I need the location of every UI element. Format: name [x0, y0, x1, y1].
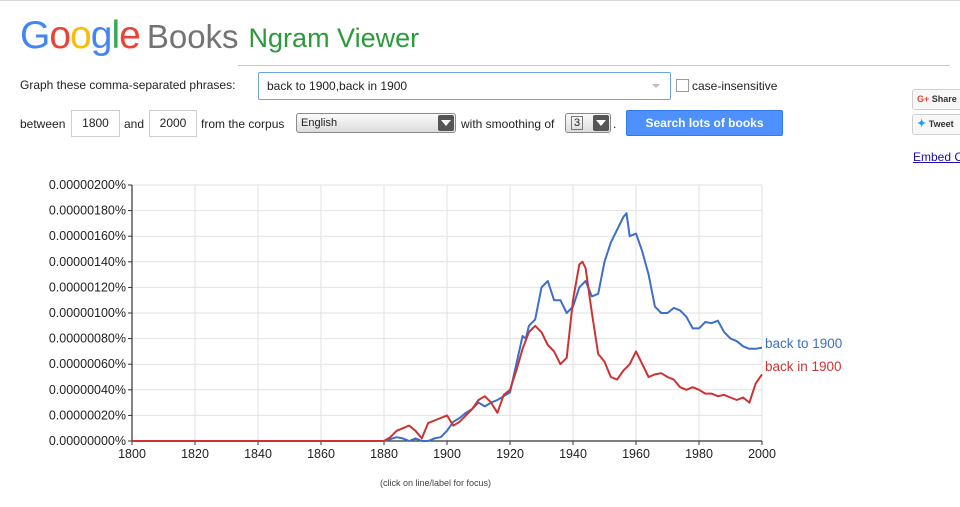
corpus-select[interactable]: English — [296, 113, 456, 133]
google-wordmark: Google — [20, 14, 141, 57]
y-tick-label: 0.00000080% — [49, 332, 126, 346]
google-letter: G — [20, 14, 50, 57]
google-letter: l — [111, 14, 120, 57]
y-tick-label: 0.00000100% — [49, 306, 126, 320]
corpus-label: from the corpus — [201, 117, 285, 131]
x-tick-label: 1900 — [433, 447, 461, 461]
x-tick-label: 1880 — [370, 447, 398, 461]
x-tick-label: 1920 — [496, 447, 524, 461]
chevron-down-icon — [438, 115, 454, 131]
case-insensitive-checkbox[interactable] — [676, 79, 689, 92]
twitter-bird-icon: ✦ — [917, 118, 927, 130]
tweet-button[interactable]: ✦ Tweet — [912, 114, 960, 135]
series-label[interactable]: back to 1900 — [765, 336, 842, 351]
x-tick-label: 1840 — [244, 447, 272, 461]
y-tick-label: 0.00000140% — [49, 255, 126, 269]
smoothing-suffix: . — [613, 117, 617, 131]
smoothing-label: with smoothing of — [461, 117, 555, 131]
smoothing-select[interactable]: 3 — [565, 113, 611, 133]
app-title: Ngram Viewer — [248, 23, 420, 53]
y-tick-label: 0.00000180% — [49, 204, 126, 218]
share-label: Share — [931, 94, 957, 104]
phrases-label: Graph these comma-separated phrases: — [20, 78, 236, 92]
series-line[interactable] — [132, 212, 763, 442]
x-tick-label: 1980 — [685, 447, 713, 461]
google-letter: g — [90, 14, 113, 57]
chevron-down-icon — [593, 115, 609, 131]
smoothing-value: 3 — [571, 116, 584, 130]
x-tick-label: 1860 — [307, 447, 335, 461]
case-insensitive-label[interactable]: case-insensitive — [692, 79, 778, 93]
y-tick-label: 0.00000200% — [49, 178, 126, 192]
ngram-chart[interactable]: 0.00000000% 0.00000020% 0.00000040% 0.00000… — [0, 160, 960, 480]
y-tick-label: 0.00000060% — [49, 357, 126, 371]
series-line[interactable] — [132, 260, 763, 442]
books-wordmark: Books — [146, 18, 239, 55]
phrases-dropdown-icon[interactable] — [652, 84, 660, 88]
x-tick-label: 1940 — [559, 447, 587, 461]
start-year-input[interactable]: 1800 — [71, 110, 120, 137]
google-books-logo[interactable]: Google Books Ngram Viewer — [20, 14, 419, 58]
google-plus-share-button[interactable]: G+ Share — [912, 89, 960, 110]
and-label: and — [124, 117, 145, 131]
end-year-input[interactable]: 2000 — [149, 110, 197, 137]
y-tick-label: 0.00000120% — [49, 280, 126, 294]
chart-footnote: (click on line/label for focus) — [380, 478, 492, 488]
y-tick-label: 0.00000020% — [49, 408, 126, 422]
google-letter: o — [70, 14, 92, 57]
header-divider — [238, 65, 950, 66]
x-tick-label: 1960 — [622, 447, 650, 461]
x-tick-label: 1820 — [181, 447, 209, 461]
between-label: between — [20, 117, 66, 131]
google-plus-icon: G+ — [917, 94, 930, 104]
x-tick-label: 2000 — [748, 447, 776, 461]
search-button[interactable]: Search lots of books — [626, 110, 783, 136]
phrases-input[interactable]: back to 1900,back in 1900 — [258, 72, 671, 100]
google-letter: e — [119, 14, 141, 57]
tweet-label: Tweet — [928, 119, 954, 129]
google-letter: o — [49, 14, 71, 57]
y-tick-label: 0.00000040% — [49, 383, 126, 397]
x-tick-label: 1800 — [118, 447, 146, 461]
embed-chart-link[interactable]: Embed C — [913, 150, 960, 164]
y-tick-label: 0.00000160% — [49, 229, 126, 243]
top-border — [0, 0, 960, 1]
y-tick-label: 0.00000000% — [49, 434, 126, 448]
series-label[interactable]: back in 1900 — [765, 359, 842, 374]
corpus-value: English — [301, 117, 338, 129]
